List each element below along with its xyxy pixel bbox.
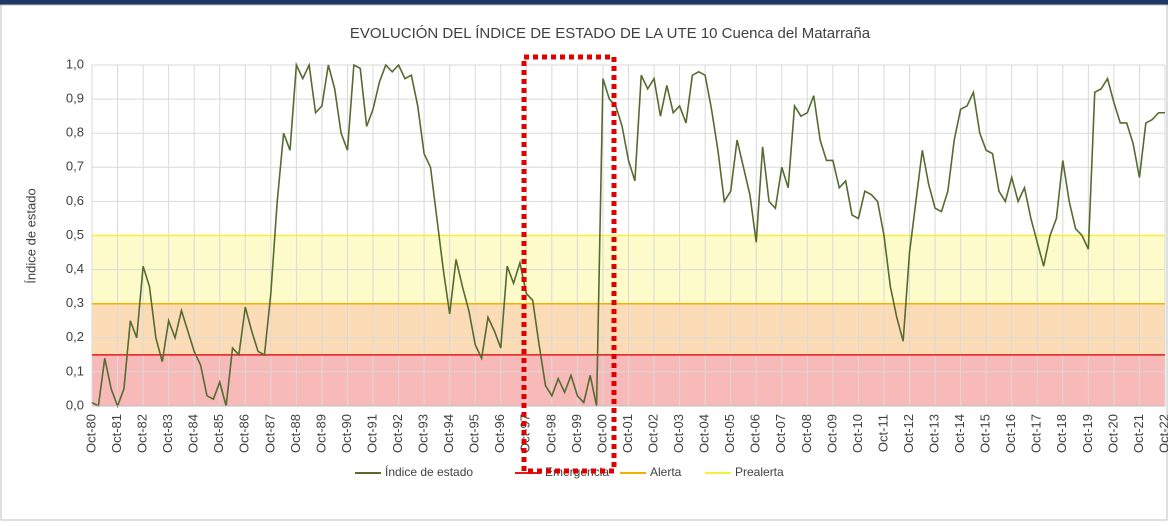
y-tick-label: 0,9	[66, 91, 84, 106]
x-tick-label: Oct-14	[952, 414, 967, 453]
x-tick-label: Oct-91	[364, 414, 379, 453]
x-tick-label: Oct-21	[1131, 414, 1146, 453]
x-tick-label: Oct-99	[569, 414, 584, 453]
x-tick-label: Oct-90	[339, 414, 354, 453]
top-bar	[0, 0, 1168, 5]
x-tick-label: Oct-18	[1054, 414, 1069, 453]
x-tick-label: Oct-04	[697, 414, 712, 453]
x-tick-label: Oct-89	[313, 414, 328, 453]
x-tick-label: Oct-87	[262, 414, 277, 453]
x-tick-label: Oct-09	[824, 414, 839, 453]
x-tick-label: Oct-17	[1029, 414, 1044, 453]
x-tick-label: Oct-10	[850, 414, 865, 453]
x-tick-label: Oct-12	[901, 414, 916, 453]
x-tick-label: Oct-84	[186, 414, 201, 453]
y-axis-label: Índice de estado	[23, 188, 38, 283]
x-tick-label: Oct-22	[1156, 414, 1168, 453]
y-tick-label: 1,0	[66, 56, 84, 71]
x-tick-label: Oct-13	[927, 414, 942, 453]
y-tick-label: 0,3	[66, 295, 84, 310]
x-tick-label: Oct-82	[135, 414, 150, 453]
x-tick-label: Oct-00	[594, 414, 609, 453]
x-tick-label: Oct-88	[288, 414, 303, 453]
x-tick-label: Oct-96	[492, 414, 507, 453]
highlight-box	[521, 54, 617, 474]
x-tick-label: Oct-93	[416, 414, 431, 453]
legend-label: Prealerta	[735, 465, 784, 479]
x-tick-label: Oct-03	[671, 414, 686, 453]
y-tick-label: 0,8	[66, 125, 84, 140]
x-tick-label: Oct-15	[978, 414, 993, 453]
x-tick-label: Oct-20	[1105, 414, 1120, 453]
frame	[0, 4, 1168, 521]
x-tick-label: Oct-07	[773, 414, 788, 453]
x-tick-label: Oct-94	[441, 414, 456, 453]
x-tick-label: Oct-11	[875, 414, 890, 452]
x-tick-label: Oct-81	[109, 414, 124, 453]
x-tick-label: Oct-95	[467, 414, 482, 453]
legend-label: Alerta	[650, 465, 682, 479]
y-tick-label: 0,2	[66, 329, 84, 344]
y-tick-label: 0,6	[66, 193, 84, 208]
x-tick-label: Oct-19	[1080, 414, 1095, 453]
chart-title: EVOLUCIÓN DEL ÍNDICE DE ESTADO DE LA UTE…	[350, 25, 871, 42]
x-tick-label: Oct-83	[160, 414, 175, 453]
x-tick-label: Oct-80	[83, 414, 98, 453]
x-tick-label: Oct-05	[722, 414, 737, 453]
x-tick-label: Oct-02	[645, 414, 660, 453]
legend-label: Índice de estado	[385, 464, 473, 479]
y-tick-label: 0,1	[66, 363, 84, 378]
x-tick-label: Oct-16	[1003, 414, 1018, 453]
x-tick-label: Oct-01	[620, 414, 635, 453]
x-tick-label: Oct-85	[211, 414, 226, 453]
y-tick-label: 0,5	[66, 227, 84, 242]
y-tick-label: 0,0	[66, 397, 84, 412]
x-tick-label: Oct-08	[799, 414, 814, 453]
x-tick-label: Oct-86	[237, 414, 252, 453]
x-tick-label: Oct-92	[390, 414, 405, 453]
x-tick-label: Oct-06	[748, 414, 763, 453]
data-line	[91, 61, 1165, 409]
x-tick-label: Oct-98	[543, 414, 558, 453]
y-tick-label: 0,4	[66, 261, 84, 276]
y-tick-label: 0,7	[66, 159, 84, 174]
